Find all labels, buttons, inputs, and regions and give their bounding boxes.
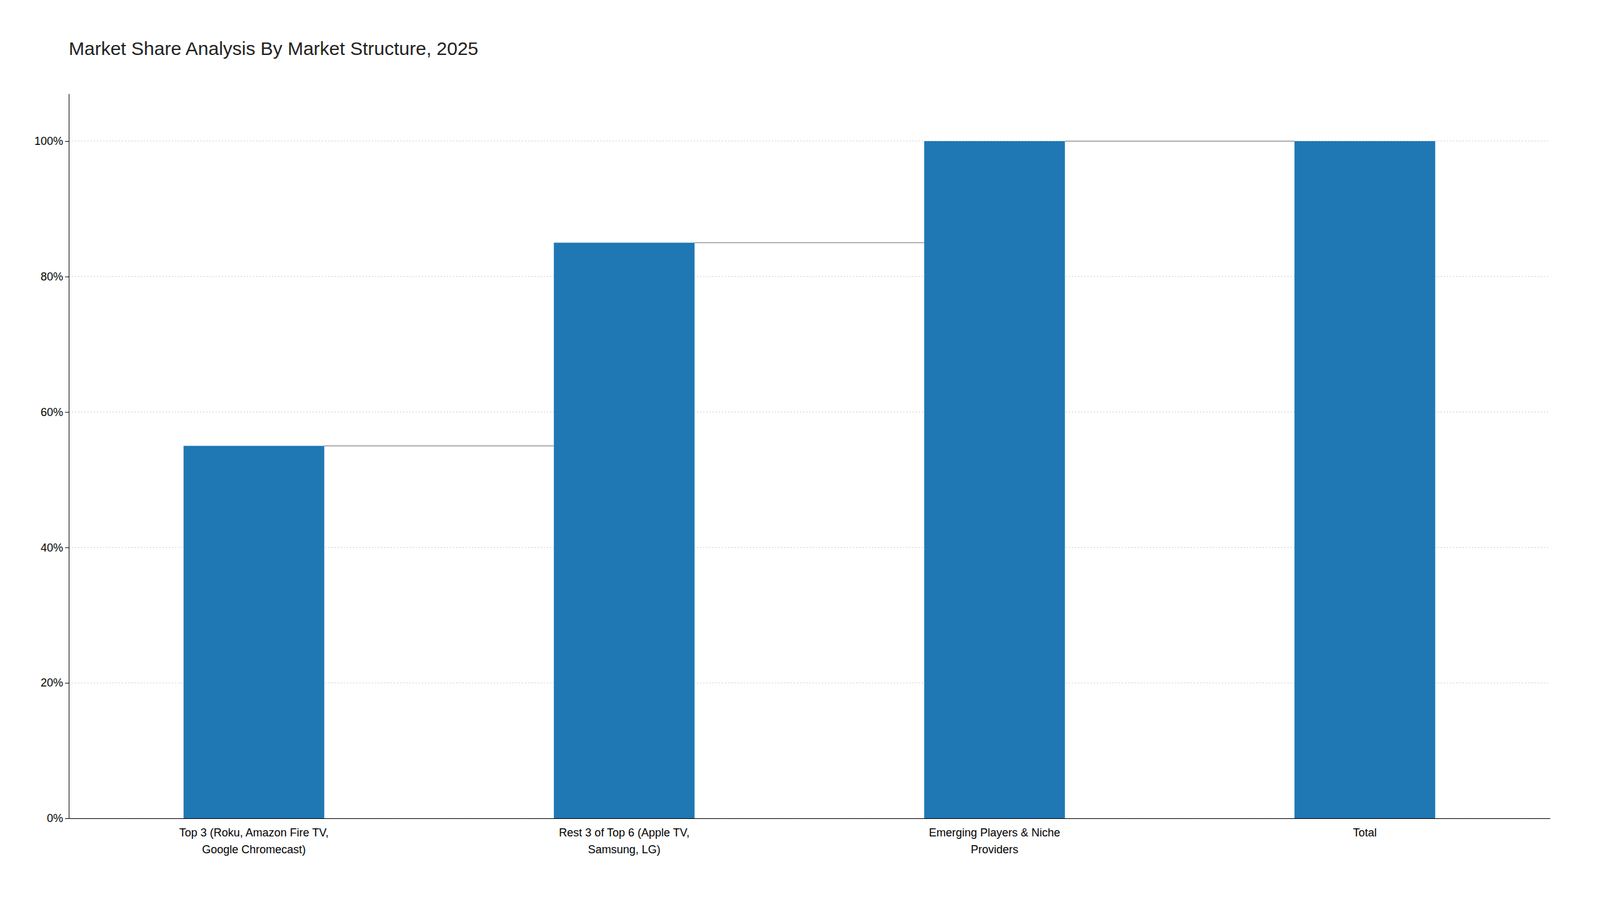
y-tick: 40% — [40, 541, 69, 555]
x-tick: Rest 3 of Top 6 (Apple TV, Samsung, LG) — [558, 826, 690, 857]
x-tick-label-line: Rest 3 of Top 6 (Apple TV, — [558, 826, 690, 840]
x-tick: Emerging Players & Niche Providers — [928, 826, 1060, 857]
x-tick-label: Emerging Players & Niche Providers — [928, 826, 1060, 857]
x-tick-label-line: Samsung, LG) — [588, 843, 661, 857]
y-tick: 60% — [40, 406, 69, 419]
x-tick-label-line: Top 3 (Roku, Amazon Fire TV, — [179, 826, 329, 840]
bar — [1294, 141, 1435, 819]
x-tick: Total — [1353, 826, 1377, 840]
plot: 0% 20% 40% 60% 80% 100% Top 3 (Roku, Amazon Fi… — [34, 94, 1551, 857]
y-tick-label: 80% — [40, 270, 64, 284]
x-tick-label-line: Total — [1353, 826, 1377, 840]
y-tick-mark — [65, 141, 69, 142]
y-axis-line — [68, 94, 70, 820]
y-tick-mark — [65, 547, 69, 549]
x-tick-label-line: Google Chromecast) — [201, 843, 306, 857]
y-tick-mark — [65, 276, 69, 278]
connector — [694, 242, 924, 244]
x-axis-line — [69, 818, 1551, 820]
bar — [553, 243, 695, 819]
y-tick-mark — [65, 683, 69, 684]
x-tick-label: Total — [1353, 826, 1377, 840]
y-tick: 100% — [34, 135, 69, 148]
x-tick-label: Top 3 (Roku, Amazon Fire TV, Google Chrom… — [179, 826, 329, 857]
y-tick-label: 40% — [40, 541, 64, 555]
y-tick-mark — [65, 412, 69, 414]
y-tick-mark — [65, 818, 69, 820]
y-axis: 0% 20% 40% 60% 80% 100% — [34, 94, 70, 826]
x-tick: Top 3 (Roku, Amazon Fire TV, Google Chrom… — [179, 826, 329, 857]
connector — [1065, 140, 1295, 142]
y-tick: 20% — [40, 676, 69, 690]
connector — [324, 445, 554, 447]
y-tick: 0% — [46, 812, 69, 825]
y-tick-label: 100% — [34, 135, 64, 148]
x-tick-label: Rest 3 of Top 6 (Apple TV, Samsung, LG) — [558, 826, 690, 857]
y-tick-label: 60% — [40, 406, 64, 419]
grid — [68, 141, 1550, 819]
bar — [183, 446, 325, 819]
x-tick-label-line: Providers — [970, 843, 1019, 857]
title: Market Share Analysis By Market Structur… — [68, 38, 479, 59]
x-tick-label-line: Emerging Players & Niche — [928, 826, 1060, 840]
y-tick-label: 20% — [40, 676, 64, 690]
bar — [924, 141, 1065, 819]
y-tick: 80% — [40, 270, 69, 284]
x-axis: Top 3 (Roku, Amazon Fire TV, Google Chrom… — [69, 819, 1551, 857]
marks — [183, 141, 1436, 819]
y-tick-label: 0% — [46, 812, 64, 825]
chart: Market Share Analysis By Market Structur… — [0, 0, 1600, 912]
